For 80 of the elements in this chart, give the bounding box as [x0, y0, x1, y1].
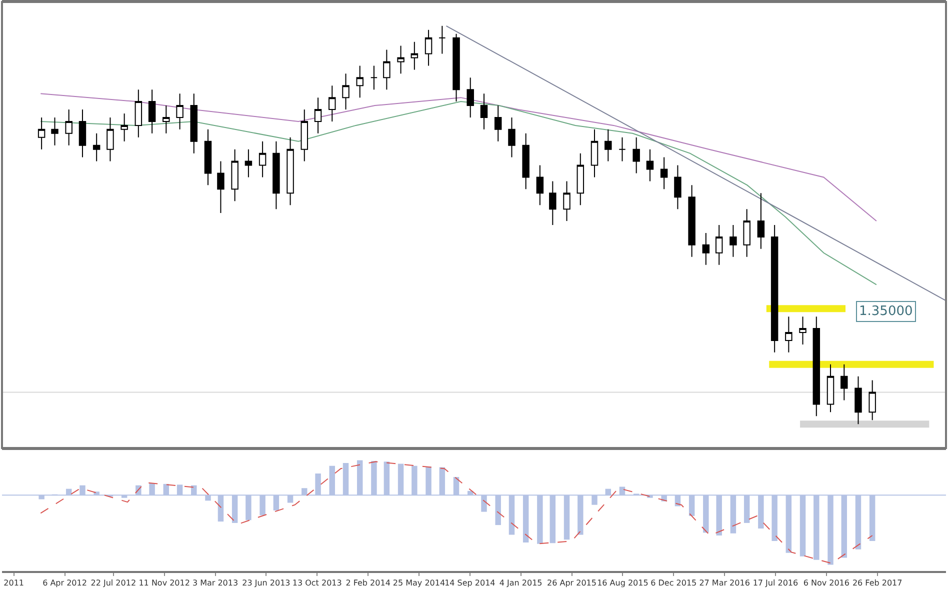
candlestick: [176, 93, 184, 130]
candlestick: [632, 136, 640, 174]
candlestick: [743, 208, 750, 258]
candlestick: [204, 128, 212, 186]
candlestick: [604, 128, 612, 162]
x-tick-label: 16 Aug 2015: [597, 578, 648, 588]
candlestick: [244, 148, 252, 178]
x-tick-label: 14 Sep 2014: [444, 578, 496, 588]
candlestick: [826, 364, 834, 413]
candlestick: [106, 116, 114, 162]
x-tick-label: 11 Nov 2012: [138, 578, 190, 588]
candlestick: [410, 41, 418, 70]
candlestick: [840, 364, 848, 401]
candlestick: [466, 77, 474, 118]
candlestick: [452, 33, 460, 102]
x-tick-label: 13 Oct 2013: [292, 578, 342, 588]
candlestick: [494, 105, 502, 142]
candlestick: [120, 113, 128, 142]
candlestick: [258, 140, 266, 178]
candlestick: [854, 376, 862, 425]
x-tick-label: 2011: [4, 578, 24, 588]
candlestick: [424, 29, 432, 66]
x-tick-label: 23 Jun 2013: [242, 578, 290, 588]
candlestick: [286, 136, 294, 206]
candlestick: [757, 192, 765, 250]
candlestick: [78, 109, 86, 158]
candlestick: [785, 316, 792, 353]
candlestick: [438, 25, 446, 54]
candlestick: [576, 152, 584, 206]
candlestick: [812, 316, 820, 417]
x-tick-label: 6 Apr 2012: [42, 578, 87, 588]
candlestick: [134, 89, 142, 138]
candlestick: [231, 148, 238, 202]
x-tick-label: 4 Jan 2015: [499, 578, 542, 588]
candlestick: [702, 232, 710, 266]
candlestick: [383, 49, 390, 90]
candlestick: [397, 45, 404, 74]
candlestick: [590, 128, 598, 178]
x-tick-label: 6 Nov 2016: [803, 578, 850, 588]
x-tick-label: 6 Dec 2015: [650, 578, 697, 588]
candlestick: [370, 65, 378, 90]
candlestick: [674, 164, 682, 210]
x-tick-label: 3 Mar 2013: [192, 578, 238, 588]
candlestick: [868, 380, 876, 421]
candlestick: [480, 93, 488, 130]
candlestick: [536, 164, 544, 206]
candlestick: [660, 156, 668, 190]
candlestick: [190, 93, 198, 154]
candlestick: [272, 140, 280, 210]
x-tick-label: 26 Feb 2017: [852, 578, 902, 588]
annotation: 1.35000: [859, 304, 913, 319]
candlestick: [342, 73, 350, 110]
candlestick: [162, 105, 170, 134]
x-tick-label: 27 Mar 2016: [699, 578, 750, 588]
candlestick: [549, 180, 556, 226]
candlestick: [646, 148, 654, 182]
candlestick: [65, 109, 72, 146]
x-tick-label: 25 May 2014: [392, 578, 446, 588]
candlestick: [799, 316, 806, 345]
candlestick: [508, 116, 516, 158]
candlestick: [563, 180, 570, 222]
x-tick-label: 22 Jul 2012: [90, 578, 136, 588]
candlestick: [314, 97, 322, 134]
candlestick: [688, 184, 696, 258]
candlestick: [522, 132, 530, 190]
candlestick: [730, 224, 737, 258]
candlestick: [715, 224, 723, 266]
x-tick-label: 17 Jul 2016: [752, 578, 798, 588]
candlestick: [300, 109, 308, 162]
candlestick: [38, 116, 46, 150]
candlestick: [770, 224, 778, 353]
candlestick: [148, 89, 156, 134]
candlestick: [51, 116, 58, 146]
candlestick: [618, 136, 626, 162]
x-tick-label: 26 Apr 2015: [547, 578, 596, 588]
x-tick-label: 2 Feb 2014: [346, 578, 390, 588]
candlestick: [217, 160, 224, 214]
candlestick: [92, 132, 100, 162]
candlestick: [328, 85, 336, 122]
candlestick: [356, 65, 364, 98]
